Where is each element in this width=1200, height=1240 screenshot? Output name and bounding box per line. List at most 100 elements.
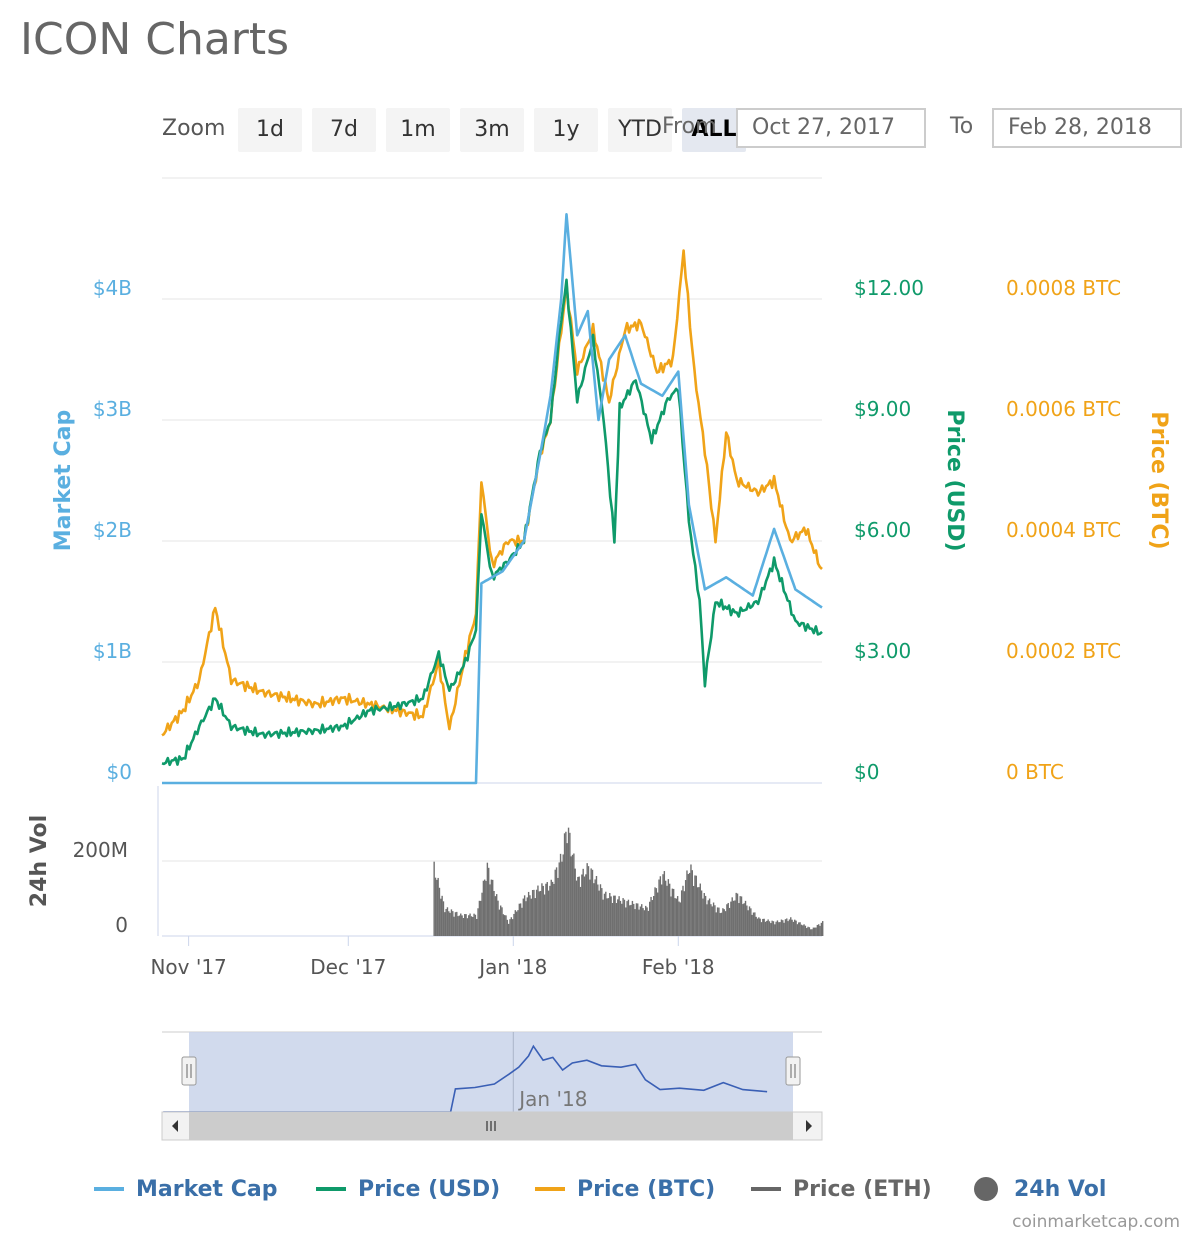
volume-bar bbox=[816, 924, 819, 936]
volume-bar bbox=[758, 917, 760, 936]
volume-bar bbox=[621, 903, 623, 936]
volume-bar bbox=[562, 854, 564, 936]
legend-price-usd-swatch bbox=[316, 1187, 346, 1191]
volume-bar bbox=[510, 917, 513, 936]
volume-bar bbox=[583, 876, 586, 936]
volume-bar bbox=[631, 900, 634, 936]
volume-bar bbox=[434, 877, 437, 936]
y-tick-market-cap: $2B bbox=[93, 518, 132, 542]
volume-bar bbox=[534, 898, 536, 936]
zoom-1d-button[interactable]: 1d bbox=[238, 108, 302, 152]
volume-bar bbox=[456, 911, 458, 936]
volume-bar bbox=[465, 914, 467, 936]
legend: Market Cap Price (USD) Price (BTC) Price… bbox=[0, 1172, 1200, 1206]
legend-item-price-usd[interactable]: Price (USD) bbox=[316, 1172, 500, 1206]
volume-bar bbox=[807, 926, 809, 936]
volume-bar bbox=[567, 827, 570, 936]
volume-bar bbox=[666, 885, 668, 936]
volume-bar bbox=[775, 921, 777, 936]
volume-bar bbox=[791, 919, 793, 936]
navigator-handle-right bbox=[785, 1056, 801, 1086]
volume-bar bbox=[707, 900, 709, 936]
volume-bar bbox=[712, 902, 715, 936]
zoom-1y-button[interactable]: 1y bbox=[534, 108, 598, 152]
legend-item-24h-vol[interactable]: 24h Vol bbox=[974, 1172, 1106, 1206]
volume-bar bbox=[484, 879, 486, 936]
volume-bar bbox=[780, 919, 783, 936]
to-date-input[interactable]: Feb 28, 2018 bbox=[992, 108, 1182, 148]
volume-bar bbox=[569, 832, 571, 936]
volume-bar bbox=[706, 904, 708, 936]
volume-bar bbox=[771, 920, 773, 936]
volume-bar bbox=[664, 880, 667, 936]
volume-bar bbox=[695, 875, 697, 936]
volume-bar bbox=[519, 903, 522, 936]
zoom-ytd-button[interactable]: YTD bbox=[608, 108, 672, 152]
volume-bar bbox=[822, 921, 824, 936]
volume-bar bbox=[570, 856, 572, 936]
volume-bar bbox=[571, 854, 574, 936]
volume-bar bbox=[683, 891, 686, 936]
volume-bar bbox=[605, 891, 607, 936]
volume-bar bbox=[629, 905, 631, 936]
volume-bar bbox=[659, 876, 662, 936]
navigator-handle-left bbox=[181, 1056, 197, 1086]
volume-bar bbox=[498, 909, 501, 936]
from-date-input[interactable]: Oct 27, 2017 bbox=[736, 108, 926, 148]
zoom-7d-button[interactable]: 7d bbox=[312, 108, 376, 152]
volume-bar bbox=[650, 896, 652, 936]
y-axis-title-market-cap: Market Cap bbox=[51, 410, 76, 551]
volume-bar bbox=[482, 880, 485, 936]
volume-bar bbox=[437, 877, 439, 936]
volume-bar bbox=[804, 925, 807, 936]
volume-bar bbox=[533, 889, 535, 936]
volume-bar bbox=[703, 893, 705, 936]
navigator-tick-label: Jan '18 bbox=[517, 1087, 587, 1111]
volume-bar bbox=[514, 910, 517, 936]
volume-bar bbox=[742, 904, 744, 936]
volume-bar bbox=[676, 896, 679, 936]
volume-bar bbox=[503, 915, 506, 936]
x-tick-label: Feb '18 bbox=[642, 955, 715, 979]
credits-link[interactable]: coinmarketcap.com bbox=[1012, 1212, 1180, 1232]
volume-bar bbox=[714, 905, 716, 936]
zoom-1m-button[interactable]: 1m bbox=[386, 108, 450, 152]
volume-bar bbox=[668, 883, 671, 936]
volume-bar bbox=[776, 920, 779, 936]
volume-bar bbox=[474, 914, 477, 936]
volume-bar bbox=[684, 880, 687, 936]
navigator-series-line bbox=[163, 1044, 768, 1113]
zoom-all-button[interactable]: ALL bbox=[682, 108, 746, 152]
volume-bar bbox=[452, 911, 454, 936]
volume-bar bbox=[718, 907, 720, 936]
zoom-3m-button[interactable]: 3m bbox=[460, 108, 524, 152]
volume-bar bbox=[635, 903, 638, 936]
volume-bar bbox=[537, 885, 539, 936]
volume-bar bbox=[806, 928, 808, 936]
volume-bar bbox=[488, 867, 490, 936]
navigator-selected-range bbox=[189, 1032, 793, 1112]
volume-bar bbox=[574, 868, 576, 936]
volume-bar bbox=[766, 920, 768, 936]
legend-item-price-btc[interactable]: Price (BTC) bbox=[535, 1172, 715, 1206]
series-line-price-btc bbox=[161, 249, 823, 737]
volume-bar bbox=[820, 922, 823, 936]
volume-bar bbox=[764, 921, 767, 936]
volume-bar bbox=[704, 895, 707, 936]
volume-bar bbox=[573, 853, 575, 936]
volume-bar bbox=[786, 918, 788, 936]
legend-item-price-eth[interactable]: Price (ETH) bbox=[751, 1172, 932, 1206]
volume-bar bbox=[675, 898, 678, 936]
legend-item-market-cap[interactable]: Market Cap bbox=[94, 1172, 277, 1206]
volume-bar bbox=[554, 869, 556, 936]
volume-bar bbox=[538, 891, 540, 936]
y-axis-title-price-usd: Price (USD) bbox=[942, 409, 967, 551]
volume-bar bbox=[501, 907, 503, 936]
volume-bar bbox=[618, 896, 620, 936]
volume-bar bbox=[590, 868, 592, 936]
volume-bar bbox=[752, 912, 755, 936]
volume-bar bbox=[767, 919, 769, 936]
volume-bar bbox=[763, 918, 765, 936]
volume-bar bbox=[489, 884, 491, 936]
volume-bar bbox=[603, 893, 606, 936]
